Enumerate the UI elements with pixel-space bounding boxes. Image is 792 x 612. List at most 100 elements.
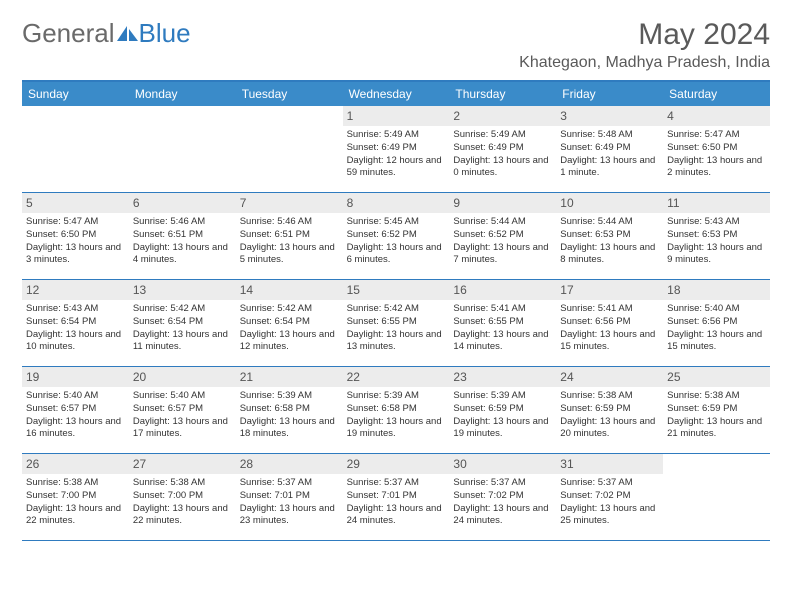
day-details: Sunrise: 5:39 AMSunset: 6:58 PMDaylight:… bbox=[240, 390, 339, 441]
day-number: 19 bbox=[22, 367, 129, 387]
logo-sail-icon bbox=[117, 26, 139, 42]
day-cell: 14Sunrise: 5:42 AMSunset: 6:54 PMDayligh… bbox=[236, 280, 343, 366]
day-details: Sunrise: 5:42 AMSunset: 6:54 PMDaylight:… bbox=[133, 303, 232, 354]
sunrise-text: Sunrise: 5:41 AM bbox=[560, 303, 659, 316]
sunset-text: Sunset: 6:57 PM bbox=[133, 403, 232, 416]
sunrise-text: Sunrise: 5:40 AM bbox=[26, 390, 125, 403]
day-number: 28 bbox=[236, 454, 343, 474]
day-details: Sunrise: 5:42 AMSunset: 6:54 PMDaylight:… bbox=[240, 303, 339, 354]
day-cell: 24Sunrise: 5:38 AMSunset: 6:59 PMDayligh… bbox=[556, 367, 663, 453]
sunset-text: Sunset: 6:56 PM bbox=[560, 316, 659, 329]
day-number: 20 bbox=[129, 367, 236, 387]
day-cell: 19 Sunrise: 5:40 AMSunset: 6:57 PMDayligh… bbox=[22, 367, 129, 453]
day-number: 3 bbox=[556, 106, 663, 126]
week-row: 26Sunrise: 5:38 AMSunset: 7:00 PMDayligh… bbox=[22, 454, 770, 541]
sunset-text: Sunset: 6:52 PM bbox=[347, 229, 446, 242]
daylight-text: Daylight: 13 hours and 18 minutes. bbox=[240, 416, 339, 442]
sunrise-text: Sunrise: 5:42 AM bbox=[133, 303, 232, 316]
daylight-text: Daylight: 13 hours and 19 minutes. bbox=[347, 416, 446, 442]
day-cell: 20 Sunrise: 5:40 AMSunset: 6:57 PMDayligh… bbox=[129, 367, 236, 453]
day-number: 4 bbox=[663, 106, 770, 126]
daylight-text: Daylight: 13 hours and 3 minutes. bbox=[26, 242, 125, 268]
daylight-text: Daylight: 13 hours and 9 minutes. bbox=[667, 242, 766, 268]
day-cell: 11 Sunrise: 5:43 AMSunset: 6:53 PMDayligh… bbox=[663, 193, 770, 279]
daylight-text: Daylight: 13 hours and 4 minutes. bbox=[133, 242, 232, 268]
sunset-text: Sunset: 6:54 PM bbox=[133, 316, 232, 329]
sunrise-text: Sunrise: 5:46 AM bbox=[240, 216, 339, 229]
header: General Blue May 2024 Khategaon, Madhya … bbox=[22, 18, 770, 72]
sunrise-text: Sunrise: 5:38 AM bbox=[560, 390, 659, 403]
day-cell: 1Sunrise: 5:49 AMSunset: 6:49 PMDaylight… bbox=[343, 106, 450, 192]
day-details: Sunrise: 5:44 AMSunset: 6:53 PMDaylight:… bbox=[560, 216, 659, 267]
location: Khategaon, Madhya Pradesh, India bbox=[519, 54, 770, 72]
day-details: Sunrise: 5:38 AMSunset: 7:00 PMDaylight:… bbox=[133, 477, 232, 528]
day-details: Sunrise: 5:38 AMSunset: 6:59 PMDaylight:… bbox=[667, 390, 766, 441]
day-number: 24 bbox=[556, 367, 663, 387]
daylight-text: Daylight: 13 hours and 13 minutes. bbox=[347, 329, 446, 355]
day-details: Sunrise: 5:40 AMSunset: 6:57 PMDaylight:… bbox=[133, 390, 232, 441]
sunset-text: Sunset: 6:59 PM bbox=[560, 403, 659, 416]
week-row: 5Sunrise: 5:47 AMSunset: 6:50 PMDaylight… bbox=[22, 193, 770, 280]
sunrise-text: Sunrise: 5:39 AM bbox=[453, 390, 552, 403]
sunset-text: Sunset: 6:50 PM bbox=[26, 229, 125, 242]
sunset-text: Sunset: 7:01 PM bbox=[240, 490, 339, 503]
day-cell: 31Sunrise: 5:37 AMSunset: 7:02 PMDayligh… bbox=[556, 454, 663, 540]
day-number: 29 bbox=[343, 454, 450, 474]
sunset-text: Sunset: 6:49 PM bbox=[347, 142, 446, 155]
sunrise-text: Sunrise: 5:39 AM bbox=[347, 390, 446, 403]
day-details: Sunrise: 5:38 AMSunset: 7:00 PMDaylight:… bbox=[26, 477, 125, 528]
sunrise-text: Sunrise: 5:42 AM bbox=[240, 303, 339, 316]
day-cell: 9Sunrise: 5:44 AMSunset: 6:52 PMDaylight… bbox=[449, 193, 556, 279]
day-cell: 29Sunrise: 5:37 AMSunset: 7:01 PMDayligh… bbox=[343, 454, 450, 540]
sunrise-text: Sunrise: 5:46 AM bbox=[133, 216, 232, 229]
day-number: 11 bbox=[663, 193, 770, 213]
day-cell: 12Sunrise: 5:43 AMSunset: 6:54 PMDayligh… bbox=[22, 280, 129, 366]
sunset-text: Sunset: 6:51 PM bbox=[133, 229, 232, 242]
day-cell: 2Sunrise: 5:49 AMSunset: 6:49 PMDaylight… bbox=[449, 106, 556, 192]
day-details: Sunrise: 5:43 AMSunset: 6:53 PMDaylight:… bbox=[667, 216, 766, 267]
day-number: 13 bbox=[129, 280, 236, 300]
sunset-text: Sunset: 6:54 PM bbox=[240, 316, 339, 329]
day-details: Sunrise: 5:37 AMSunset: 7:02 PMDaylight:… bbox=[453, 477, 552, 528]
sunrise-text: Sunrise: 5:45 AM bbox=[347, 216, 446, 229]
daylight-text: Daylight: 13 hours and 7 minutes. bbox=[453, 242, 552, 268]
daylight-text: Daylight: 13 hours and 15 minutes. bbox=[667, 329, 766, 355]
day-details: Sunrise: 5:44 AMSunset: 6:52 PMDaylight:… bbox=[453, 216, 552, 267]
day-details: Sunrise: 5:37 AMSunset: 7:01 PMDaylight:… bbox=[240, 477, 339, 528]
sunrise-text: Sunrise: 5:43 AM bbox=[26, 303, 125, 316]
logo: General Blue bbox=[22, 18, 191, 49]
sunset-text: Sunset: 6:51 PM bbox=[240, 229, 339, 242]
sunset-text: Sunset: 6:49 PM bbox=[560, 142, 659, 155]
sunrise-text: Sunrise: 5:38 AM bbox=[667, 390, 766, 403]
day-cell: 16 Sunrise: 5:41 AMSunset: 6:55 PMDayligh… bbox=[449, 280, 556, 366]
day-details: Sunrise: 5:46 AMSunset: 6:51 PMDaylight:… bbox=[240, 216, 339, 267]
sunrise-text: Sunrise: 5:44 AM bbox=[453, 216, 552, 229]
daylight-text: Daylight: 13 hours and 5 minutes. bbox=[240, 242, 339, 268]
day-cell: 28 Sunrise: 5:37 AMSunset: 7:01 PMDayligh… bbox=[236, 454, 343, 540]
sunrise-text: Sunrise: 5:42 AM bbox=[347, 303, 446, 316]
sunset-text: Sunset: 7:02 PM bbox=[453, 490, 552, 503]
sunrise-text: Sunrise: 5:39 AM bbox=[240, 390, 339, 403]
daylight-text: Daylight: 13 hours and 8 minutes. bbox=[560, 242, 659, 268]
sunrise-text: Sunrise: 5:37 AM bbox=[560, 477, 659, 490]
month-title: May 2024 bbox=[519, 18, 770, 52]
day-details: Sunrise: 5:40 AMSunset: 6:57 PMDaylight:… bbox=[26, 390, 125, 441]
day-details: Sunrise: 5:41 AMSunset: 6:55 PMDaylight:… bbox=[453, 303, 552, 354]
daylight-text: Daylight: 13 hours and 10 minutes. bbox=[26, 329, 125, 355]
daylight-text: Daylight: 13 hours and 17 minutes. bbox=[133, 416, 232, 442]
day-number: 16 bbox=[449, 280, 556, 300]
daylight-text: Daylight: 13 hours and 12 minutes. bbox=[240, 329, 339, 355]
sunrise-text: Sunrise: 5:40 AM bbox=[667, 303, 766, 316]
day-number: 6 bbox=[129, 193, 236, 213]
daylight-text: Daylight: 13 hours and 22 minutes. bbox=[133, 503, 232, 529]
sunrise-text: Sunrise: 5:49 AM bbox=[453, 129, 552, 142]
daylight-text: Daylight: 13 hours and 2 minutes. bbox=[667, 155, 766, 181]
day-cell bbox=[22, 106, 129, 192]
day-cell: 25Sunrise: 5:38 AMSunset: 6:59 PMDayligh… bbox=[663, 367, 770, 453]
logo-text-general: General bbox=[22, 18, 115, 49]
sunset-text: Sunset: 7:00 PM bbox=[133, 490, 232, 503]
weekday-header: Saturday bbox=[663, 82, 770, 106]
sunrise-text: Sunrise: 5:48 AM bbox=[560, 129, 659, 142]
sunset-text: Sunset: 6:55 PM bbox=[453, 316, 552, 329]
sunrise-text: Sunrise: 5:44 AM bbox=[560, 216, 659, 229]
